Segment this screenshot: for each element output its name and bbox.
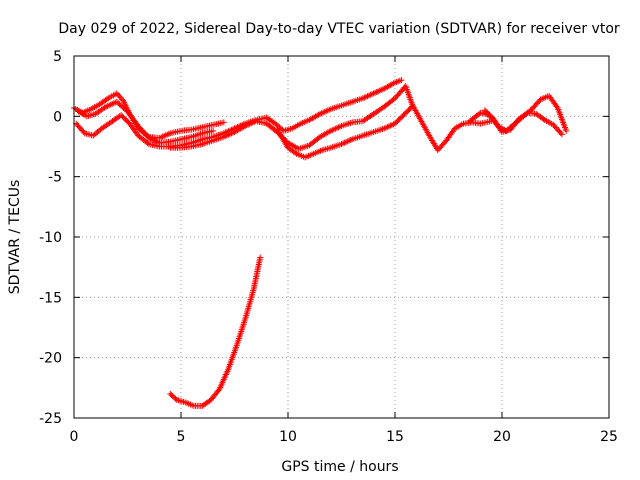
series-track-4 xyxy=(167,83,495,154)
data-point xyxy=(257,254,264,261)
data-point xyxy=(398,77,405,84)
data-point xyxy=(557,130,564,137)
data-point xyxy=(407,104,414,111)
x-tick-label: 0 xyxy=(70,429,79,445)
data-point xyxy=(498,127,505,134)
data-point xyxy=(117,94,124,101)
x-tick-label: 15 xyxy=(386,429,404,445)
data-point xyxy=(116,93,123,100)
data-points xyxy=(71,77,570,409)
y-tick-label: -20 xyxy=(39,351,62,367)
data-point xyxy=(220,119,227,126)
data-point xyxy=(540,115,547,122)
y-tick-label: -5 xyxy=(48,170,62,186)
data-point xyxy=(523,110,530,117)
series-track-2 xyxy=(75,98,217,146)
data-point xyxy=(409,103,416,110)
x-tick-label: 10 xyxy=(279,429,297,445)
data-point xyxy=(113,90,120,97)
y-tick-label: -15 xyxy=(39,290,62,306)
data-point xyxy=(103,96,110,103)
data-point xyxy=(558,131,565,138)
y-axis-label: SDTVAR / TECUs xyxy=(7,180,23,295)
data-point xyxy=(563,127,570,134)
x-axis-label: GPS time / hours xyxy=(281,459,398,475)
y-axis-ticks: 5 0 -5 -10 -15 -20 -25 xyxy=(39,49,609,427)
x-tick-label: 20 xyxy=(493,429,511,445)
x-tick-label: 25 xyxy=(600,429,618,445)
data-point xyxy=(292,149,299,156)
y-tick-label: -25 xyxy=(39,411,62,427)
chart-title: Day 029 of 2022, Sidereal Day-to-day VTE… xyxy=(58,21,620,37)
data-point xyxy=(144,140,151,147)
series-track-5 xyxy=(274,103,416,161)
data-point xyxy=(118,96,125,103)
data-point xyxy=(210,127,217,134)
x-tick-label: 5 xyxy=(177,429,186,445)
series-track-8 xyxy=(167,254,264,409)
x-axis-ticks: 0 5 10 15 20 25 xyxy=(70,56,618,445)
grid-lines xyxy=(74,56,609,418)
data-point xyxy=(115,91,122,98)
y-tick-label: 5 xyxy=(53,49,62,65)
series-track-7 xyxy=(481,107,565,138)
y-tick-label: -10 xyxy=(39,230,62,246)
y-tick-label: 0 xyxy=(53,109,62,125)
